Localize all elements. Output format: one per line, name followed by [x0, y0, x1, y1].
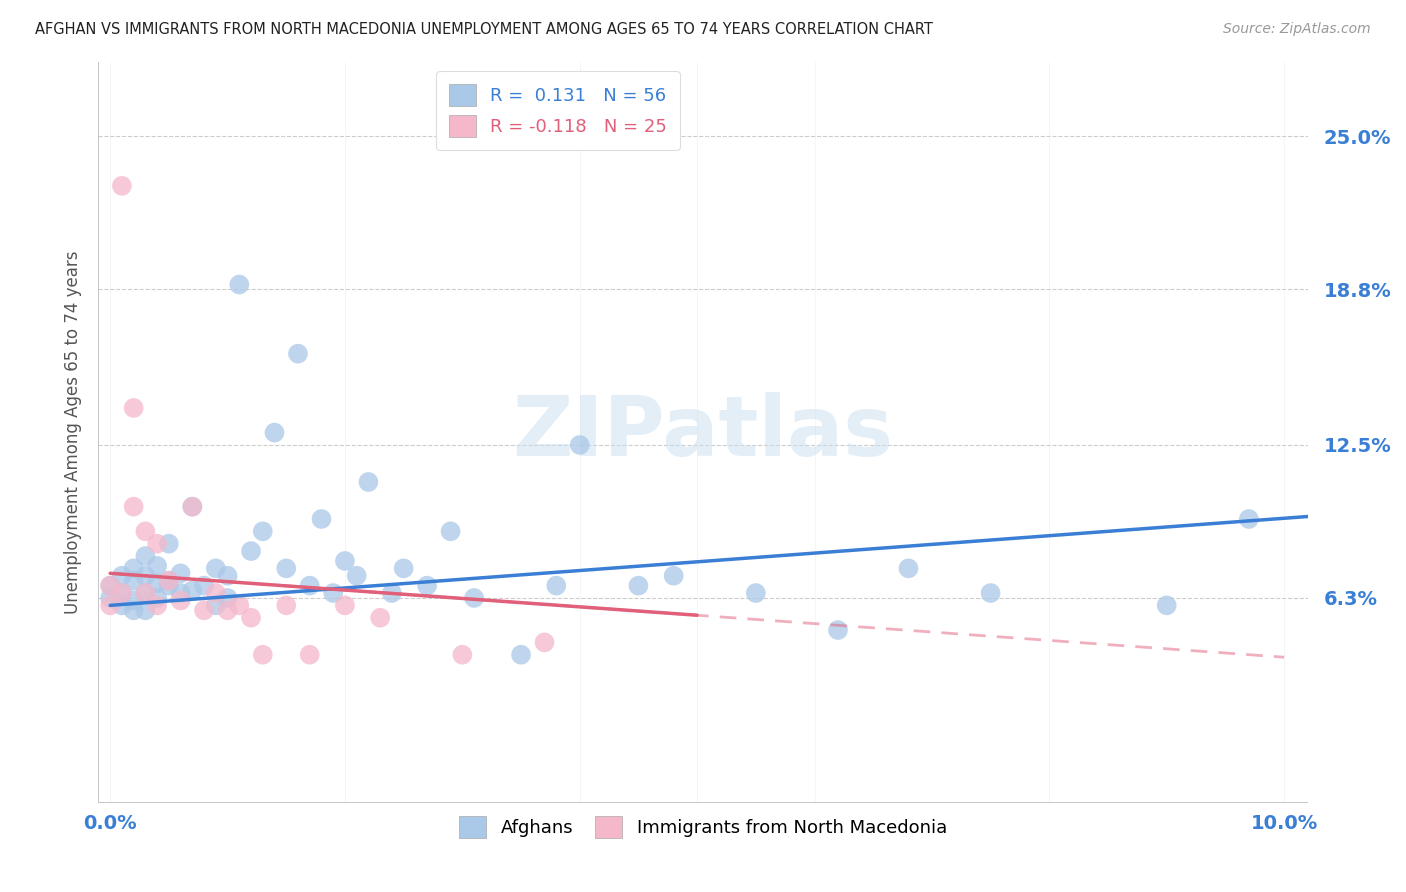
Point: [451, 648, 474, 662]
Point: [1237, 512, 1260, 526]
Point: [263, 425, 285, 440]
Point: [217, 591, 239, 605]
Point: [1156, 599, 1178, 613]
Point: [546, 579, 568, 593]
Point: [146, 576, 169, 591]
Point: [463, 591, 485, 605]
Point: [157, 574, 180, 588]
Point: [134, 549, 156, 563]
Text: AFGHAN VS IMMIGRANTS FROM NORTH MACEDONIA UNEMPLOYMENT AMONG AGES 65 TO 74 YEARS: AFGHAN VS IMMIGRANTS FROM NORTH MACEDONI…: [35, 22, 934, 37]
Point: [357, 475, 380, 489]
Point: [568, 438, 591, 452]
Point: [252, 524, 274, 539]
Point: [146, 558, 169, 573]
Point: [98, 599, 121, 613]
Point: [98, 591, 121, 605]
Point: [122, 401, 145, 415]
Point: [169, 593, 191, 607]
Point: [276, 599, 298, 613]
Legend: Afghans, Immigrants from North Macedonia: Afghans, Immigrants from North Macedonia: [451, 809, 955, 846]
Point: [827, 623, 849, 637]
Point: [311, 512, 333, 526]
Point: [346, 568, 368, 582]
Point: [193, 603, 215, 617]
Point: [276, 561, 298, 575]
Point: [169, 586, 191, 600]
Text: Source: ZipAtlas.com: Source: ZipAtlas.com: [1223, 22, 1371, 37]
Point: [298, 579, 321, 593]
Point: [897, 561, 920, 575]
Point: [111, 586, 134, 600]
Point: [134, 586, 156, 600]
Point: [240, 544, 263, 558]
Point: [134, 524, 156, 539]
Point: [98, 579, 121, 593]
Point: [157, 574, 180, 588]
Point: [111, 599, 134, 613]
Point: [122, 593, 145, 607]
Point: [381, 586, 404, 600]
Point: [217, 603, 239, 617]
Point: [368, 611, 391, 625]
Point: [181, 500, 204, 514]
Point: [228, 599, 250, 613]
Point: [134, 568, 156, 582]
Point: [181, 500, 204, 514]
Point: [111, 178, 134, 193]
Point: [146, 599, 169, 613]
Point: [193, 579, 215, 593]
Point: [392, 561, 415, 575]
Point: [439, 524, 461, 539]
Point: [240, 611, 263, 625]
Point: [111, 586, 134, 600]
Point: [98, 579, 121, 593]
Point: [122, 574, 145, 588]
Point: [181, 583, 204, 598]
Point: [416, 579, 439, 593]
Point: [333, 599, 356, 613]
Point: [122, 561, 145, 575]
Point: [204, 561, 226, 575]
Text: ZIPatlas: ZIPatlas: [513, 392, 893, 473]
Point: [146, 591, 169, 605]
Point: [122, 500, 145, 514]
Point: [627, 579, 650, 593]
Point: [157, 536, 180, 550]
Point: [169, 566, 191, 581]
Point: [217, 568, 239, 582]
Y-axis label: Unemployment Among Ages 65 to 74 years: Unemployment Among Ages 65 to 74 years: [63, 251, 82, 615]
Point: [204, 586, 226, 600]
Point: [322, 586, 344, 600]
Point: [980, 586, 1002, 600]
Point: [510, 648, 533, 662]
Point: [157, 579, 180, 593]
Point: [146, 536, 169, 550]
Point: [333, 554, 356, 568]
Point: [533, 635, 555, 649]
Point: [134, 586, 156, 600]
Point: [662, 568, 685, 582]
Point: [287, 346, 309, 360]
Point: [252, 648, 274, 662]
Point: [122, 603, 145, 617]
Point: [134, 603, 156, 617]
Point: [298, 648, 321, 662]
Point: [204, 599, 226, 613]
Point: [228, 277, 250, 292]
Point: [111, 568, 134, 582]
Point: [745, 586, 768, 600]
